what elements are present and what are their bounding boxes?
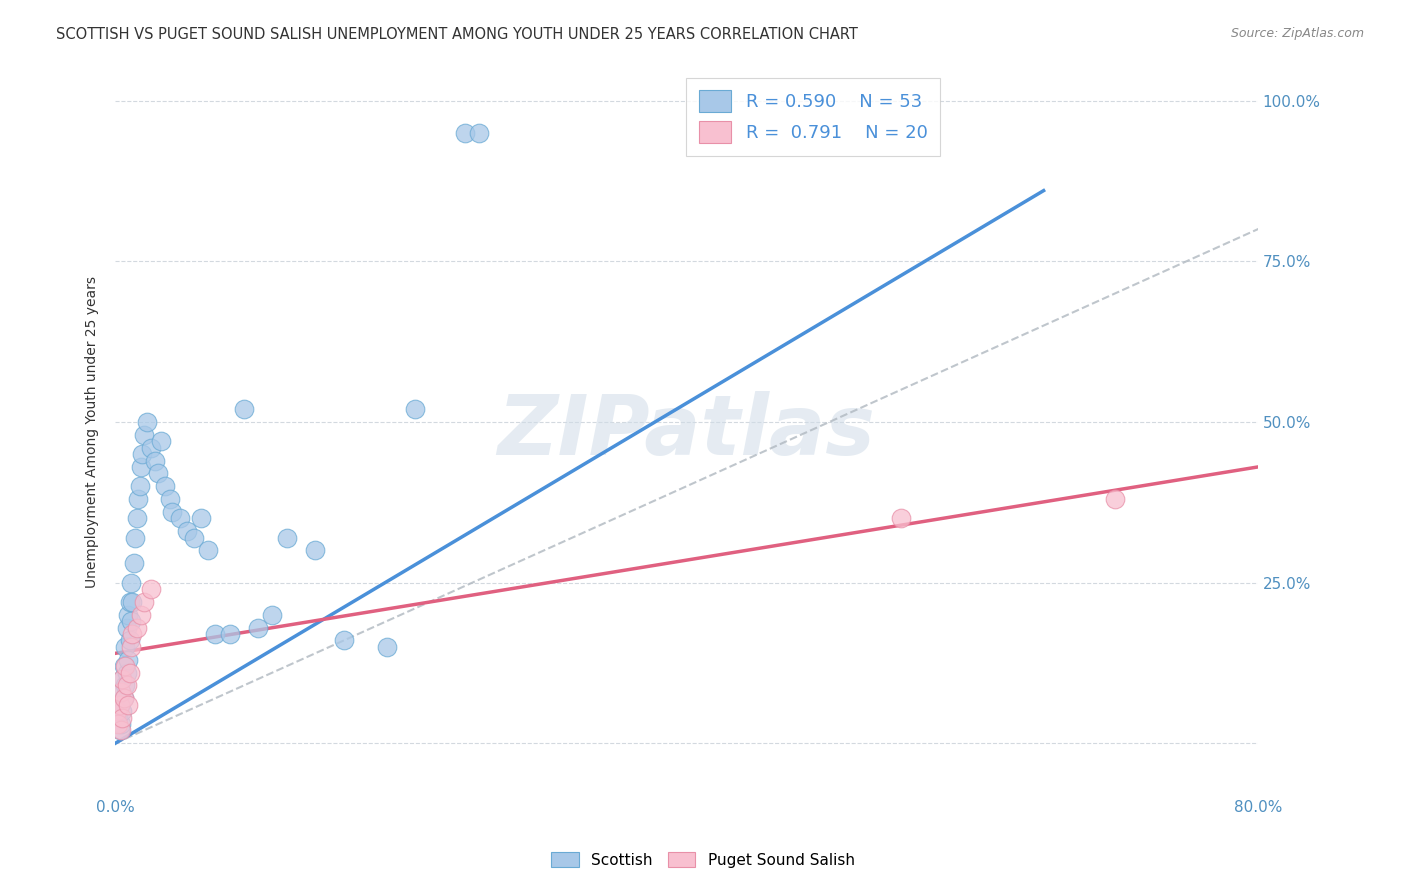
Point (454, 126, 477, 140)
Point (108, 698, 131, 712)
Point (143, 453, 166, 467)
Point (108, 723, 131, 738)
Point (404, 402, 426, 417)
Point (120, 614, 142, 628)
Point (111, 672, 134, 686)
Point (110, 685, 132, 699)
Point (131, 447, 153, 461)
Point (115, 665, 138, 680)
Point (197, 543, 219, 558)
Point (155, 479, 177, 493)
Point (304, 543, 326, 558)
Point (247, 621, 270, 635)
Point (190, 511, 212, 525)
Legend: R = 0.590    N = 53, R =  0.791    N = 20: R = 0.590 N = 53, R = 0.791 N = 20 (686, 78, 941, 156)
Text: SCOTTISH VS PUGET SOUND SALISH UNEMPLOYMENT AMONG YOUTH UNDER 25 YEARS CORRELATI: SCOTTISH VS PUGET SOUND SALISH UNEMPLOYM… (56, 27, 858, 42)
Text: Source: ZipAtlas.com: Source: ZipAtlas.com (1230, 27, 1364, 40)
Point (468, 126, 491, 140)
Point (232, 402, 254, 417)
Point (159, 492, 181, 507)
Point (129, 607, 152, 622)
Point (218, 627, 240, 641)
Point (121, 595, 143, 609)
Point (125, 511, 148, 525)
Point (149, 434, 172, 449)
Point (117, 698, 139, 712)
Point (112, 659, 135, 673)
Point (115, 678, 138, 692)
Point (118, 595, 141, 609)
Point (132, 595, 155, 609)
Legend: Scottish, Puget Sound Salish: Scottish, Puget Sound Salish (544, 844, 862, 875)
Point (108, 698, 131, 712)
Point (112, 691, 135, 706)
Point (176, 524, 198, 539)
Point (114, 659, 136, 673)
Point (121, 627, 143, 641)
Point (276, 531, 298, 545)
Point (375, 640, 398, 654)
Point (117, 607, 139, 622)
Point (115, 621, 138, 635)
Point (107, 717, 129, 731)
Point (122, 557, 145, 571)
Y-axis label: Unemployment Among Youth under 25 years: Unemployment Among Youth under 25 years (86, 276, 100, 588)
Point (107, 710, 129, 724)
Point (127, 492, 149, 507)
Point (111, 710, 134, 724)
Point (120, 640, 142, 654)
Point (135, 415, 157, 429)
Point (146, 467, 169, 481)
Point (890, 511, 912, 525)
Point (162, 505, 184, 519)
Point (139, 441, 162, 455)
Point (124, 531, 146, 545)
Point (105, 704, 128, 718)
Point (117, 653, 139, 667)
Point (125, 621, 148, 635)
Point (110, 723, 132, 738)
Point (262, 607, 284, 622)
Text: ZIPatlas: ZIPatlas (498, 391, 876, 472)
Point (112, 691, 135, 706)
Point (114, 640, 136, 654)
Point (110, 717, 132, 731)
Point (120, 575, 142, 590)
Point (111, 704, 134, 718)
Point (333, 633, 356, 648)
Point (118, 665, 141, 680)
Point (111, 672, 134, 686)
Point (169, 511, 191, 525)
Point (110, 685, 132, 699)
Point (183, 531, 205, 545)
Point (1104, 492, 1126, 507)
Point (118, 633, 141, 648)
Point (128, 479, 150, 493)
Point (114, 678, 136, 692)
Point (129, 459, 152, 474)
Point (204, 627, 226, 641)
Point (139, 582, 162, 596)
Point (132, 427, 155, 442)
